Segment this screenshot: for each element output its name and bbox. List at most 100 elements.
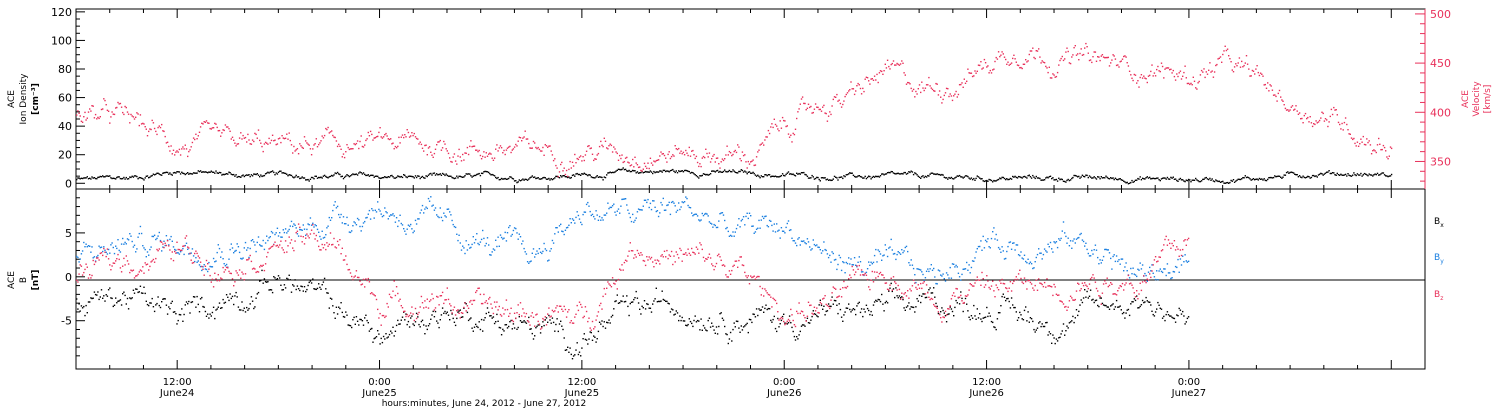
ion-density-point xyxy=(1010,178,1013,180)
by-point xyxy=(588,205,590,207)
bx-point xyxy=(1187,316,1190,318)
ion-density-point xyxy=(715,170,718,172)
ion-density-point xyxy=(777,176,779,178)
velocity-point xyxy=(947,88,949,90)
ion-density-point xyxy=(718,171,720,173)
bx-point xyxy=(992,321,994,324)
bz-point xyxy=(806,315,809,317)
ion-density-point xyxy=(981,178,983,180)
by-point xyxy=(732,231,734,233)
by-point xyxy=(964,268,967,270)
bx-point xyxy=(779,323,781,325)
by-point xyxy=(172,246,175,248)
by-point xyxy=(123,243,125,245)
by-point xyxy=(868,261,870,263)
velocity-point xyxy=(431,154,433,156)
by-point xyxy=(1156,270,1158,272)
by-point xyxy=(547,260,549,262)
bz-point xyxy=(628,250,630,252)
bx-point xyxy=(353,316,355,319)
ion-density-point xyxy=(707,174,709,176)
ion-density-point xyxy=(156,172,158,174)
bz-point xyxy=(331,244,333,246)
velocity-point xyxy=(846,92,849,94)
ion-density-point xyxy=(656,171,659,173)
bx-point xyxy=(254,306,256,308)
ion-density-point xyxy=(679,170,681,173)
bx-point xyxy=(835,300,837,302)
by-point xyxy=(1052,251,1054,253)
ion-density-point xyxy=(332,175,334,177)
ion-density-point xyxy=(784,175,786,177)
velocity-point xyxy=(568,168,570,171)
by-point xyxy=(755,228,758,230)
bz-point xyxy=(127,263,130,265)
bx-point xyxy=(289,279,291,281)
velocity-point xyxy=(588,145,590,147)
velocity-point xyxy=(183,148,185,150)
ion-density-point xyxy=(745,171,747,173)
bx-point xyxy=(754,316,757,318)
bx-point xyxy=(726,333,728,336)
by-point xyxy=(268,237,270,239)
by-point xyxy=(845,261,847,264)
velocity-point xyxy=(882,73,884,75)
velocity-point xyxy=(274,139,276,141)
bx-point xyxy=(401,316,404,318)
velocity-point xyxy=(849,89,851,91)
bx-point xyxy=(1131,301,1133,303)
bz-point xyxy=(446,287,448,289)
velocity-point xyxy=(1317,121,1320,123)
by-point xyxy=(983,247,986,249)
by-point xyxy=(93,256,96,258)
by-point xyxy=(878,250,881,253)
by-point xyxy=(713,223,715,226)
ion-density-point xyxy=(574,175,576,177)
bz-point xyxy=(624,259,627,261)
velocity-point xyxy=(1269,84,1271,86)
by-point xyxy=(682,201,685,204)
by-point xyxy=(279,232,281,234)
velocity-point xyxy=(1322,112,1324,115)
by-point xyxy=(156,237,158,240)
by-point xyxy=(1032,267,1034,270)
by-point xyxy=(1002,250,1004,252)
velocity-point xyxy=(1107,56,1109,59)
bz-point xyxy=(224,269,227,271)
by-point xyxy=(524,251,526,253)
ion-density-point xyxy=(570,176,572,179)
bz-point xyxy=(103,247,105,250)
ion-density-point xyxy=(889,172,891,174)
bz-point xyxy=(189,252,191,255)
bx-point xyxy=(901,296,903,298)
bx-point xyxy=(1008,300,1010,303)
ion-density-point xyxy=(719,170,721,173)
bx-point xyxy=(688,318,690,320)
velocity-point xyxy=(531,147,533,149)
bz-point xyxy=(518,313,520,316)
by-point xyxy=(648,206,650,209)
bz-point xyxy=(428,300,431,303)
by-point xyxy=(877,249,879,251)
ion-density-point xyxy=(161,174,163,176)
ion-density-point xyxy=(518,179,520,181)
bz-point xyxy=(432,297,434,300)
ion-density-point xyxy=(909,171,911,174)
bx-point xyxy=(590,331,592,334)
bz-point xyxy=(616,288,618,290)
by-point xyxy=(634,219,636,222)
ion-density-point xyxy=(172,172,175,174)
velocity-point xyxy=(1379,143,1381,145)
velocity-point xyxy=(652,164,654,166)
velocity-point xyxy=(368,135,371,137)
velocity-point xyxy=(303,136,306,138)
bz-point xyxy=(615,280,617,282)
bz-point xyxy=(621,264,623,266)
ion-density-point xyxy=(914,172,916,174)
bx-point xyxy=(274,277,276,279)
by-point xyxy=(107,248,110,251)
velocity-point xyxy=(178,148,181,151)
bz-point xyxy=(178,248,181,251)
ion-density-point xyxy=(676,172,679,174)
ion-density-point xyxy=(1043,179,1046,181)
